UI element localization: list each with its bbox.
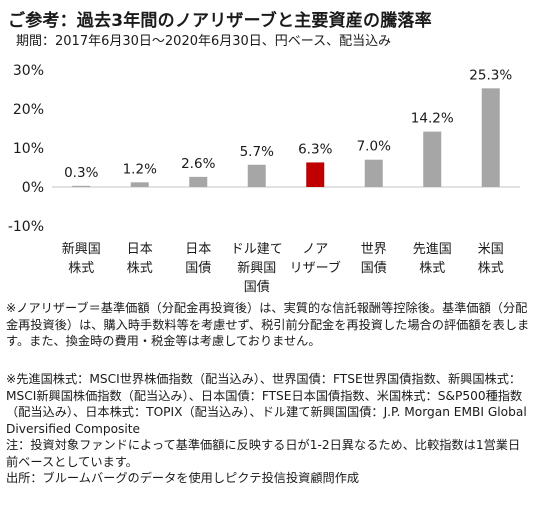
note-1: ※ノアリザーブ＝基準価額（分配金再投資後）は、実質的な信託報酬等控除後。基準価額… — [6, 301, 530, 348]
bar — [481, 88, 500, 187]
data-label: 6.3% — [298, 141, 332, 157]
data-label: 2.6% — [181, 156, 215, 172]
y-tick-label: 30% — [13, 63, 44, 79]
data-label: 1.2% — [123, 161, 157, 177]
data-label: 14.2% — [411, 111, 454, 127]
category-label: ドル建て — [231, 242, 283, 257]
y-tick-label: -10% — [8, 219, 44, 235]
note-3: 注：投資対象ファンドによって基準価額に反映する日が1-2日異なるため、比較指数は… — [6, 438, 521, 469]
bar — [189, 176, 208, 187]
category-label: 新興国 — [62, 241, 101, 257]
category-label: 株式 — [68, 261, 94, 276]
bar — [247, 164, 266, 187]
data-label: 5.7% — [240, 144, 274, 160]
bar — [364, 159, 383, 187]
category-label: 先進国 — [413, 242, 452, 257]
category-label: 日本 — [127, 242, 153, 257]
category-label: リザーブ — [290, 260, 341, 276]
data-label: 0.3% — [64, 165, 98, 181]
y-tick-label: 0% — [22, 180, 44, 196]
category-label: 株式 — [127, 261, 153, 276]
category-label: 米国 — [478, 242, 504, 257]
category-label: 株式 — [419, 261, 445, 276]
bar — [130, 182, 149, 187]
category-label: ノア — [302, 242, 328, 257]
category-label: 世界 — [361, 242, 387, 257]
category-label: 株式 — [478, 261, 504, 276]
category-label: 新興国 — [237, 260, 276, 276]
y-tick-label: 20% — [13, 102, 44, 118]
footnote-noa-reserve: ※ノアリザーブ＝基準価額（分配金再投資後）は、実質的な信託報酬等控除後。基準価額… — [6, 300, 530, 350]
note-2: ※先進国株式：MSCI世界株価指数（配当込み）、世界国債：FTSE世界国債指数、… — [6, 372, 527, 436]
data-label: 25.3% — [469, 67, 512, 83]
footnote-indices: ※先進国株式：MSCI世界株価指数（配当込み）、世界国債：FTSE世界国債指数、… — [6, 371, 530, 487]
category-label: 国債 — [361, 261, 387, 276]
y-tick-label: 10% — [13, 141, 44, 157]
category-label: 国債 — [244, 280, 270, 295]
bar — [423, 131, 442, 187]
bar-chart: -10%0%10%20%30%0.3%新興国株式1.2%日本株式2.6%日本国債… — [8, 63, 520, 295]
category-label: 日本 — [185, 242, 211, 257]
bar — [306, 162, 325, 187]
category-label: 国債 — [185, 261, 211, 276]
page-subtitle: 期間：2017年6月30日～2020年6月30日、円ベース、配当込み — [16, 34, 392, 49]
data-label: 7.0% — [357, 139, 391, 155]
page-title: ご参考：過去3年間のノアリザーブと主要資産の騰落率 — [8, 11, 432, 31]
bar — [72, 185, 91, 187]
source-note: 出所：ブルームバーグのデータを使用しピクテ投信投資顧問作成 — [6, 471, 360, 485]
